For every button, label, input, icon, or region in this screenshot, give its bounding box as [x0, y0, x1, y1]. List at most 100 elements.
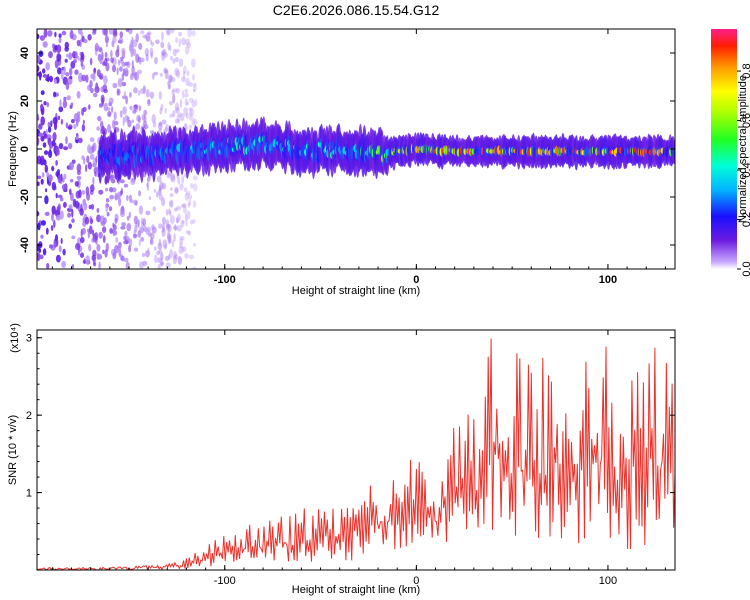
noise-blob — [47, 126, 52, 133]
noise-blob — [156, 250, 161, 256]
noise-blob — [163, 67, 168, 74]
noise-blob — [74, 51, 78, 60]
noise-blob — [86, 155, 90, 164]
noise-blob — [65, 72, 70, 77]
noise-blob — [92, 92, 98, 98]
noise-blob — [165, 209, 169, 216]
noise-blob — [186, 42, 191, 49]
noise-blob — [158, 128, 162, 134]
noise-blob — [175, 70, 181, 78]
noise-blob — [42, 248, 47, 256]
noise-blob — [152, 121, 157, 128]
noise-blob — [57, 174, 62, 184]
noise-blob — [58, 33, 62, 38]
noise-blob — [162, 50, 165, 57]
noise-blob — [173, 251, 177, 258]
noise-blob — [70, 192, 74, 202]
noise-blob — [57, 67, 62, 75]
noise-blob — [162, 51, 168, 59]
noise-blob — [194, 98, 198, 107]
noise-blob — [42, 41, 48, 48]
noise-blob — [82, 199, 86, 205]
noise-blob — [174, 102, 180, 112]
noise-blob — [38, 50, 44, 57]
noise-blob — [167, 223, 172, 233]
noise-blob — [49, 244, 53, 249]
noise-blob — [186, 210, 191, 220]
noise-blob — [44, 195, 49, 205]
noise-blob — [94, 232, 99, 241]
noise-blob — [37, 210, 40, 217]
noise-blob — [186, 112, 189, 120]
noise-blob — [187, 230, 192, 236]
noise-blob — [165, 219, 170, 228]
noise-blob — [117, 78, 123, 88]
noise-blob — [51, 212, 54, 222]
noise-blob — [69, 178, 74, 183]
noise-blob — [43, 29, 48, 38]
noise-blob — [96, 126, 100, 131]
noise-blob — [38, 132, 44, 137]
noise-blob — [119, 59, 124, 64]
noise-blob — [167, 208, 171, 215]
noise-blob — [37, 181, 40, 187]
noise-blob — [157, 242, 163, 250]
noise-blob — [127, 119, 132, 128]
noise-blob — [138, 190, 141, 197]
noise-blob — [129, 105, 133, 111]
noise-blob — [42, 74, 48, 78]
snr-xtick-0: -100 — [214, 575, 236, 587]
noise-blob — [192, 88, 196, 93]
noise-blob — [129, 92, 132, 98]
noise-blob — [103, 75, 108, 85]
noise-blob — [96, 214, 101, 223]
noise-blob — [96, 252, 100, 260]
noise-blob — [174, 106, 180, 114]
noise-blob — [146, 176, 150, 186]
noise-blob — [161, 182, 167, 190]
noise-blob — [124, 67, 129, 77]
noise-blob — [117, 197, 122, 207]
noise-blob — [46, 262, 50, 269]
noise-blob — [172, 255, 177, 265]
noise-blob — [147, 247, 150, 255]
noise-blob — [158, 185, 162, 192]
noise-blob — [178, 31, 183, 37]
noise-blob — [179, 242, 183, 249]
noise-blob — [60, 197, 64, 202]
noise-blob — [81, 190, 86, 195]
noise-blob — [108, 29, 114, 35]
noise-blob — [147, 99, 151, 104]
noise-blob — [80, 252, 84, 258]
noise-blob — [129, 74, 134, 81]
colorbar-tick-4: 0.8 — [741, 63, 750, 78]
noise-blob — [140, 30, 145, 35]
noise-blob — [175, 88, 180, 94]
noise-blob — [156, 191, 159, 198]
noise-blob — [160, 103, 164, 111]
noise-blob — [178, 38, 181, 48]
noise-blob — [63, 96, 67, 101]
noise-blob — [103, 88, 108, 94]
noise-blob — [89, 153, 95, 160]
noise-blob — [84, 216, 90, 225]
noise-blob — [128, 211, 132, 218]
noise-blob — [90, 73, 95, 80]
noise-blob — [176, 114, 180, 123]
noise-blob — [187, 29, 193, 38]
noise-blob — [80, 237, 85, 244]
noise-blob — [134, 224, 138, 233]
noise-blob — [95, 155, 98, 164]
noise-blob — [185, 77, 190, 87]
noise-blob — [181, 37, 186, 46]
noise-blob — [37, 65, 40, 73]
noise-blob — [175, 216, 180, 224]
noise-blob — [177, 256, 183, 265]
noise-blob — [121, 73, 125, 81]
noise-blob — [184, 123, 187, 130]
noise-blob — [135, 123, 141, 130]
noise-blob — [92, 30, 97, 35]
spectrogram-xtick-1: 0 — [413, 274, 419, 286]
noise-blob — [105, 62, 110, 72]
noise-blob — [37, 33, 40, 40]
